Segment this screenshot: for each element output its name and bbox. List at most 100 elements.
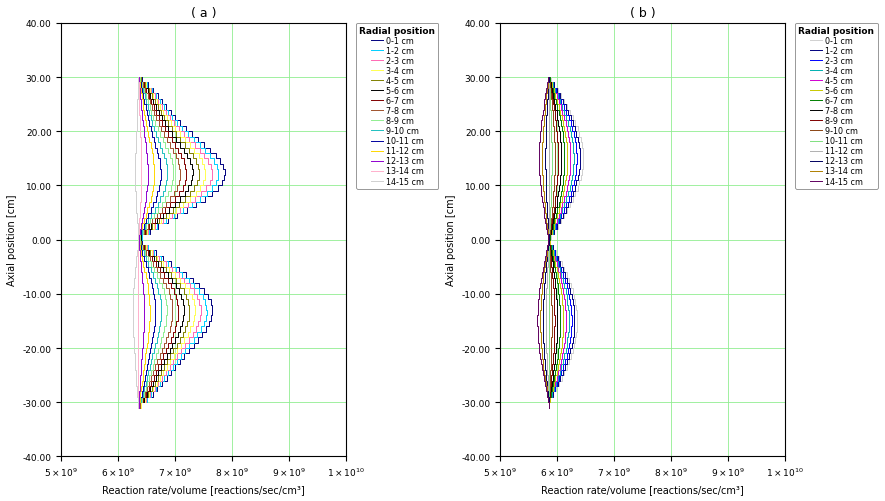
2-3 cm xyxy=(556,102,566,108)
7-8 cm xyxy=(165,194,175,200)
Line: 10-11 cm: 10-11 cm xyxy=(139,78,161,408)
11-12 cm xyxy=(543,75,554,81)
5-6 cm xyxy=(135,405,145,411)
13-14 cm xyxy=(541,102,551,108)
11-12 cm xyxy=(541,297,551,303)
0-1 cm xyxy=(199,194,210,200)
11-12 cm xyxy=(143,329,154,335)
4-5 cm xyxy=(147,226,158,232)
3-4 cm xyxy=(151,102,162,108)
6-7 cm xyxy=(554,194,565,200)
14-15 cm xyxy=(133,405,143,411)
3-4 cm xyxy=(550,226,560,232)
12-13 cm xyxy=(134,75,144,81)
8-9 cm xyxy=(549,329,559,335)
Line: 5-6 cm: 5-6 cm xyxy=(140,78,193,408)
Line: 0-1 cm: 0-1 cm xyxy=(549,78,583,408)
Line: 1-2 cm: 1-2 cm xyxy=(141,78,219,408)
13-14 cm xyxy=(134,102,144,108)
13-14 cm xyxy=(133,329,143,335)
2-3 cm xyxy=(189,194,200,200)
0-1 cm xyxy=(201,329,212,335)
8-9 cm xyxy=(548,102,558,108)
6-7 cm xyxy=(554,297,565,303)
8-9 cm xyxy=(160,194,171,200)
Line: 8-9 cm: 8-9 cm xyxy=(549,78,558,408)
5-6 cm xyxy=(557,194,567,200)
3-4 cm xyxy=(543,405,554,411)
14-15 cm xyxy=(543,75,554,81)
11-12 cm xyxy=(543,194,554,200)
13-14 cm xyxy=(543,75,554,81)
1-2 cm xyxy=(566,194,576,200)
2-3 cm xyxy=(145,86,156,92)
8-9 cm xyxy=(142,226,152,232)
3-4 cm xyxy=(135,75,146,81)
1-2 cm xyxy=(543,405,554,411)
12-13 cm xyxy=(141,194,151,200)
3-4 cm xyxy=(562,297,573,303)
3-4 cm xyxy=(555,102,566,108)
5-6 cm xyxy=(148,102,158,108)
5-6 cm xyxy=(146,226,157,232)
13-14 cm xyxy=(134,226,144,232)
Line: 1-2 cm: 1-2 cm xyxy=(549,78,580,408)
4-5 cm xyxy=(544,75,555,81)
9-10 cm xyxy=(155,194,165,200)
12-13 cm xyxy=(538,329,549,335)
13-14 cm xyxy=(135,194,146,200)
Title: ( a ): ( a ) xyxy=(191,7,217,20)
12-13 cm xyxy=(135,102,146,108)
7-8 cm xyxy=(135,405,145,411)
Line: 11-12 cm: 11-12 cm xyxy=(139,78,154,408)
0-1 cm xyxy=(153,226,164,232)
5-6 cm xyxy=(549,226,559,232)
7-8 cm xyxy=(552,329,563,335)
12-13 cm xyxy=(542,102,552,108)
0-1 cm xyxy=(552,86,563,92)
5-6 cm xyxy=(552,102,563,108)
Line: 14-15 cm: 14-15 cm xyxy=(537,78,549,408)
7-8 cm xyxy=(547,86,558,92)
14-15 cm xyxy=(536,194,547,200)
3-4 cm xyxy=(561,194,572,200)
6-7 cm xyxy=(543,405,554,411)
Line: 7-8 cm: 7-8 cm xyxy=(140,78,180,408)
6-7 cm xyxy=(548,86,558,92)
6-7 cm xyxy=(544,75,555,81)
6-7 cm xyxy=(135,75,145,81)
7-8 cm xyxy=(144,102,155,108)
6-7 cm xyxy=(170,329,181,335)
6-7 cm xyxy=(172,297,182,303)
9-10 cm xyxy=(543,405,554,411)
Y-axis label: Axial position [cm]: Axial position [cm] xyxy=(446,194,456,286)
11-12 cm xyxy=(541,329,551,335)
3-4 cm xyxy=(144,86,155,92)
10-11 cm xyxy=(544,86,555,92)
Line: 12-13 cm: 12-13 cm xyxy=(543,78,549,408)
3-4 cm xyxy=(545,75,556,81)
Line: 9-10 cm: 9-10 cm xyxy=(139,78,167,408)
6-7 cm xyxy=(550,102,561,108)
2-3 cm xyxy=(550,226,561,232)
3-4 cm xyxy=(550,86,560,92)
11-12 cm xyxy=(134,75,144,81)
7-8 cm xyxy=(135,75,145,81)
2-3 cm xyxy=(153,102,164,108)
2-3 cm xyxy=(563,194,573,200)
10-11 cm xyxy=(139,102,150,108)
1-2 cm xyxy=(196,329,206,335)
2-3 cm xyxy=(565,297,575,303)
11-12 cm xyxy=(135,86,146,92)
8-9 cm xyxy=(550,194,560,200)
7-8 cm xyxy=(549,102,559,108)
13-14 cm xyxy=(535,297,546,303)
12-13 cm xyxy=(543,75,554,81)
0-1 cm xyxy=(205,297,216,303)
12-13 cm xyxy=(135,226,146,232)
0-1 cm xyxy=(572,329,582,335)
3-4 cm xyxy=(189,297,199,303)
3-4 cm xyxy=(149,226,159,232)
2-3 cm xyxy=(194,297,204,303)
13-14 cm xyxy=(133,405,143,411)
